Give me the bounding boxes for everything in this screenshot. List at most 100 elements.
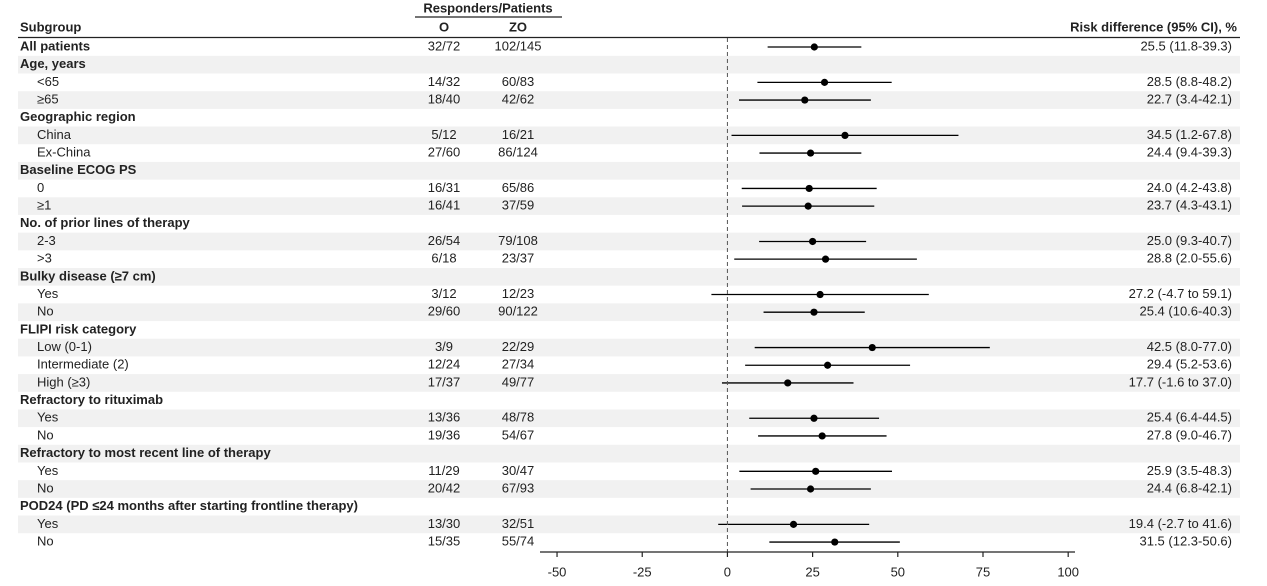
o-value: 6/18 (431, 251, 456, 266)
group-label: Geographic region (20, 109, 136, 124)
row-band (18, 444, 1240, 463)
zo-value: 54/67 (502, 427, 535, 442)
estimate-dot (810, 308, 818, 316)
risk-label: 25.4 (10.6-40.3) (1139, 304, 1232, 319)
zo-value: 49/77 (502, 374, 535, 389)
estimate-dot (810, 414, 818, 422)
group-label: Age, years (20, 56, 86, 71)
x-tick-label: 25 (805, 564, 819, 579)
risk-label: 22.7 (3.4-42.1) (1147, 91, 1232, 106)
row-label: Yes (37, 463, 59, 478)
risk-label: 24.4 (6.8-42.1) (1147, 480, 1232, 495)
o-value: 26/54 (428, 233, 461, 248)
estimate-dot (816, 290, 824, 299)
o-value: 27/60 (428, 145, 461, 160)
zo-value: 86/124 (498, 145, 538, 160)
risk-label: 24.4 (9.4-39.3) (1147, 145, 1232, 160)
o-value: 19/36 (428, 427, 461, 442)
zo-value: 12/23 (502, 286, 535, 301)
row-label: Ex-China (37, 145, 91, 160)
o-header: O (439, 19, 449, 34)
row-band (18, 232, 1240, 251)
row-label: ≥1 (37, 198, 51, 213)
zo-value: 37/59 (502, 198, 535, 213)
responders-header: Responders/Patients (423, 0, 552, 15)
risk-label: 25.4 (6.4-44.5) (1147, 410, 1232, 425)
zo-value: 22/29 (502, 339, 535, 354)
zo-value: 67/93 (502, 480, 535, 495)
x-tick-label: 50 (891, 564, 905, 579)
row-band (18, 409, 1240, 428)
estimate-dot (821, 255, 830, 263)
risk-label: 25.0 (9.3-40.7) (1147, 233, 1232, 248)
zo-value: 90/122 (498, 304, 538, 319)
estimate-dot (784, 379, 792, 387)
risk-label: 17.7 (-1.6 to 37.0) (1129, 374, 1232, 389)
risk-header: Risk difference (95% CI), % (1070, 19, 1237, 34)
row-band (18, 515, 1240, 534)
zo-value: 79/108 (498, 233, 538, 248)
zo-value: 65/86 (502, 180, 535, 195)
row-label: Intermediate (2) (37, 357, 129, 372)
row-band (18, 480, 1240, 498)
risk-label: 27.2 (-4.7 to 59.1) (1129, 286, 1232, 301)
group-label: Baseline ECOG PS (20, 162, 137, 177)
risk-label: 27.8 (9.0-46.7) (1147, 427, 1232, 442)
estimate-dot (831, 538, 839, 546)
row-band (18, 161, 1240, 180)
o-value: 16/31 (428, 180, 461, 195)
row-band (18, 55, 1240, 74)
row-label: No (37, 304, 54, 319)
zo-value: 16/21 (502, 127, 535, 142)
estimate-dot (820, 78, 829, 86)
risk-label: 23.7 (4.3-43.1) (1147, 198, 1232, 213)
o-value: 3/12 (431, 286, 456, 301)
estimate-dot (824, 361, 832, 369)
group-label: Bulky disease (≥7 cm) (20, 268, 156, 283)
row-label: 0 (37, 180, 44, 195)
row-label: >3 (37, 251, 52, 266)
row-label: 2-3 (37, 233, 56, 248)
row-bands (18, 55, 1240, 534)
o-value: 14/32 (428, 74, 461, 89)
row-label: Yes (37, 286, 59, 301)
estimate-dot (841, 131, 849, 139)
risk-label: 28.8 (2.0-55.6) (1147, 251, 1232, 266)
estimate-dot (818, 432, 826, 440)
row-label: ≥65 (37, 91, 59, 106)
risk-label: 25.9 (3.5-48.3) (1147, 463, 1232, 478)
risk-label: 25.5 (11.8-39.3) (1140, 38, 1232, 53)
row-band (18, 338, 1240, 357)
row-label: Yes (37, 410, 59, 425)
o-value: 32/72 (428, 38, 461, 53)
zo-header: ZO (509, 19, 527, 34)
estimate-dot (801, 96, 809, 104)
row-label: No (37, 533, 54, 548)
risk-label: 19.4 (-2.7 to 41.6) (1129, 516, 1232, 531)
zo-value: 23/37 (502, 251, 535, 266)
group-label: Refractory to most recent line of therap… (20, 445, 271, 460)
zo-value: 30/47 (502, 463, 535, 478)
row-label: Yes (37, 516, 59, 531)
o-value: 12/24 (428, 357, 461, 372)
o-value: 29/60 (428, 304, 461, 319)
row-band (18, 197, 1240, 215)
estimate-dot (806, 149, 815, 157)
risk-label: 31.5 (12.3-50.6) (1139, 533, 1232, 548)
group-label: No. of prior lines of therapy (20, 215, 191, 230)
row-label: No (37, 480, 54, 495)
o-value: 18/40 (428, 91, 461, 106)
o-value: 13/36 (428, 410, 461, 425)
zo-value: 27/34 (502, 357, 535, 372)
row-label: <65 (37, 74, 59, 89)
risk-label: 24.0 (4.2-43.8) (1147, 180, 1232, 195)
estimate-dot (812, 467, 820, 475)
zo-value: 42/62 (502, 91, 535, 106)
estimate-dot (810, 43, 818, 51)
row-band (18, 303, 1240, 322)
estimate-dot (806, 485, 815, 493)
row-label: China (37, 127, 72, 142)
zo-value: 60/83 (502, 74, 535, 89)
x-tick-label: 75 (976, 564, 990, 579)
